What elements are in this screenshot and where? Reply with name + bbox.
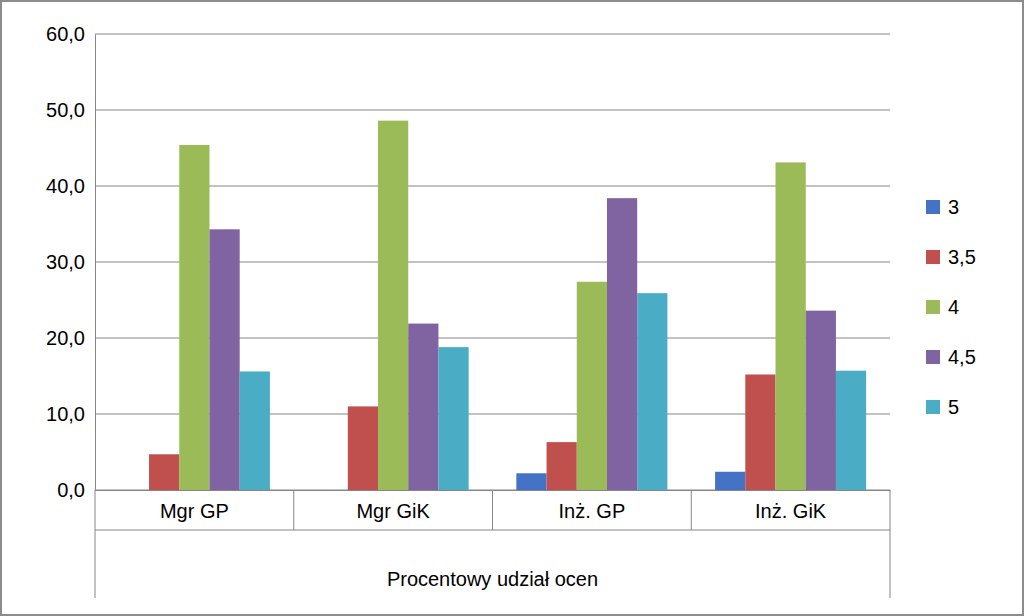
bar <box>577 282 607 490</box>
category-separator <box>293 490 294 530</box>
legend-swatch <box>926 400 940 414</box>
category-separator <box>890 490 891 598</box>
legend-swatch <box>926 300 940 314</box>
y-tick: 40,0 <box>46 175 95 197</box>
legend-item: 3,5 <box>926 246 976 268</box>
bar <box>745 374 775 490</box>
y-tick: 0,0 <box>57 479 95 501</box>
legend-swatch <box>926 350 940 364</box>
y-tick: 60,0 <box>46 23 95 45</box>
bar <box>240 371 270 490</box>
grid <box>95 34 890 490</box>
bar <box>438 347 468 490</box>
legend-label: 3,5 <box>948 246 976 268</box>
bar <box>179 145 209 490</box>
bar <box>516 473 546 490</box>
y-axis: 0,0 10,0 20,0 30,0 40,0 50,0 60,0 <box>46 23 95 501</box>
y-tick-label: 60,0 <box>46 23 85 45</box>
bars <box>149 121 866 490</box>
bar <box>408 324 438 490</box>
legend-item: 3 <box>926 196 959 218</box>
bar <box>607 198 637 490</box>
y-tick-label: 50,0 <box>46 99 85 121</box>
legend-item: 4,5 <box>926 346 976 368</box>
grid-line <box>95 110 890 111</box>
bar <box>119 490 149 491</box>
chart: 0,0 10,0 20,0 30,0 40,0 50,0 60,0 Mgr GP Mgr GiK… <box>0 0 1024 616</box>
x-tick-label: Inż. GiK <box>755 500 827 522</box>
chart-border <box>1 1 1023 615</box>
category-separators <box>95 490 890 598</box>
x-tick: Mgr GP <box>160 490 229 522</box>
y-tick: 10,0 <box>46 403 95 425</box>
x-tick: Mgr GiK <box>356 490 430 522</box>
legend-item: 5 <box>926 396 959 418</box>
bar <box>836 371 866 490</box>
y-tick-label: 40,0 <box>46 175 85 197</box>
x-tick-label: Mgr GP <box>160 500 229 522</box>
category-separator <box>691 490 692 530</box>
y-tick: 30,0 <box>46 251 95 273</box>
category-separator <box>95 530 890 531</box>
bar <box>378 121 408 490</box>
y-axis-line <box>95 35 96 491</box>
y-tick-label: 20,0 <box>46 327 85 349</box>
category-separator <box>95 490 96 598</box>
x-tick-label: Mgr GiK <box>356 500 430 522</box>
bar <box>715 472 745 490</box>
legend-label: 3 <box>948 196 959 218</box>
y-tick: 20,0 <box>46 327 95 349</box>
y-tick: 50,0 <box>46 99 95 121</box>
category-separator <box>492 490 493 530</box>
legend-swatch <box>926 250 940 264</box>
bar <box>776 162 806 490</box>
bar <box>806 311 836 490</box>
bar <box>209 229 239 490</box>
legend-label: 5 <box>948 396 959 418</box>
bar <box>149 454 179 490</box>
x-tick-label: Inż. GP <box>559 500 626 522</box>
grid-line <box>95 34 890 35</box>
y-tick-label: 0,0 <box>57 479 85 501</box>
bar <box>318 490 348 491</box>
legend-label: 4,5 <box>948 346 976 368</box>
legend-item: 4 <box>926 296 959 318</box>
y-tick-label: 10,0 <box>46 403 85 425</box>
bar <box>637 293 667 490</box>
x-tick: Inż. GiK <box>755 490 827 522</box>
grid-line <box>95 186 890 187</box>
legend-swatch <box>926 200 940 214</box>
bar <box>547 442 577 490</box>
x-tick: Inż. GP <box>559 490 626 522</box>
legend: 3 3,5 4 4,5 5 <box>926 196 976 418</box>
legend-label: 4 <box>948 296 959 318</box>
y-tick-label: 30,0 <box>46 251 85 273</box>
x-axis-title: Procentowy udział ocen <box>387 568 598 590</box>
bar <box>348 406 378 490</box>
